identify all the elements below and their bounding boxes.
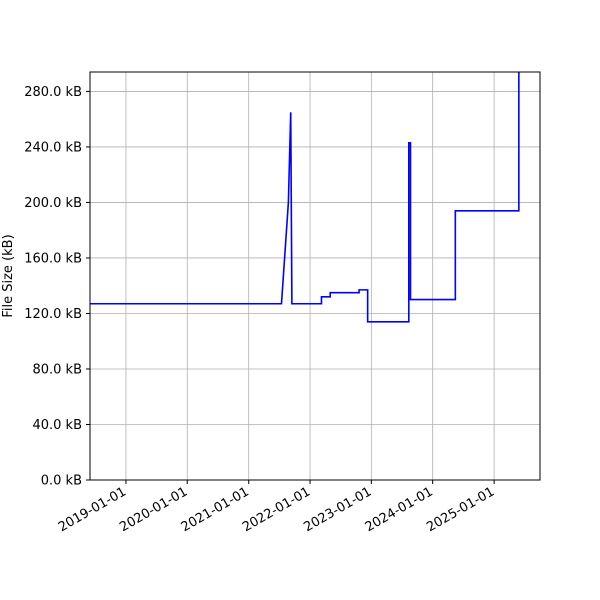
series-layer bbox=[90, 72, 520, 323]
y-tick-label: 120.0 kB bbox=[24, 307, 82, 322]
x-tick-label: 2024-01-01 bbox=[363, 484, 436, 535]
y-tick-label: 160.0 kB bbox=[24, 251, 82, 266]
grid-lines bbox=[90, 72, 540, 481]
y-tick-label: 240.0 kB bbox=[24, 140, 82, 155]
y-tick-label: 0.0 kB bbox=[41, 474, 82, 489]
y-tick-label: 200.0 kB bbox=[24, 196, 82, 211]
x-axis: 2019-01-012020-01-012021-01-012022-01-01… bbox=[56, 480, 497, 535]
x-tick-label: 2022-01-01 bbox=[240, 484, 313, 535]
y-tick-label: 280.0 kB bbox=[24, 85, 82, 100]
plot-frame bbox=[89, 71, 541, 481]
x-tick-label: 2021-01-01 bbox=[179, 484, 252, 535]
x-tick-label: 2023-01-01 bbox=[301, 484, 374, 535]
x-tick-label: 2019-01-01 bbox=[56, 484, 129, 535]
series-line bbox=[90, 72, 520, 323]
y-tick-label: 40.0 kB bbox=[32, 418, 82, 433]
y-axis-label: File Size (kB) bbox=[1, 234, 16, 317]
y-axis: 0.0 kB 40.0 kB 80.0 kB 120.0 kB 160.0 kB 200.… bbox=[24, 85, 90, 489]
x-tick-label: 2025-01-01 bbox=[424, 484, 497, 535]
y-tick-label: 80.0 kB bbox=[32, 362, 82, 377]
x-tick-label: 2020-01-01 bbox=[117, 484, 190, 535]
